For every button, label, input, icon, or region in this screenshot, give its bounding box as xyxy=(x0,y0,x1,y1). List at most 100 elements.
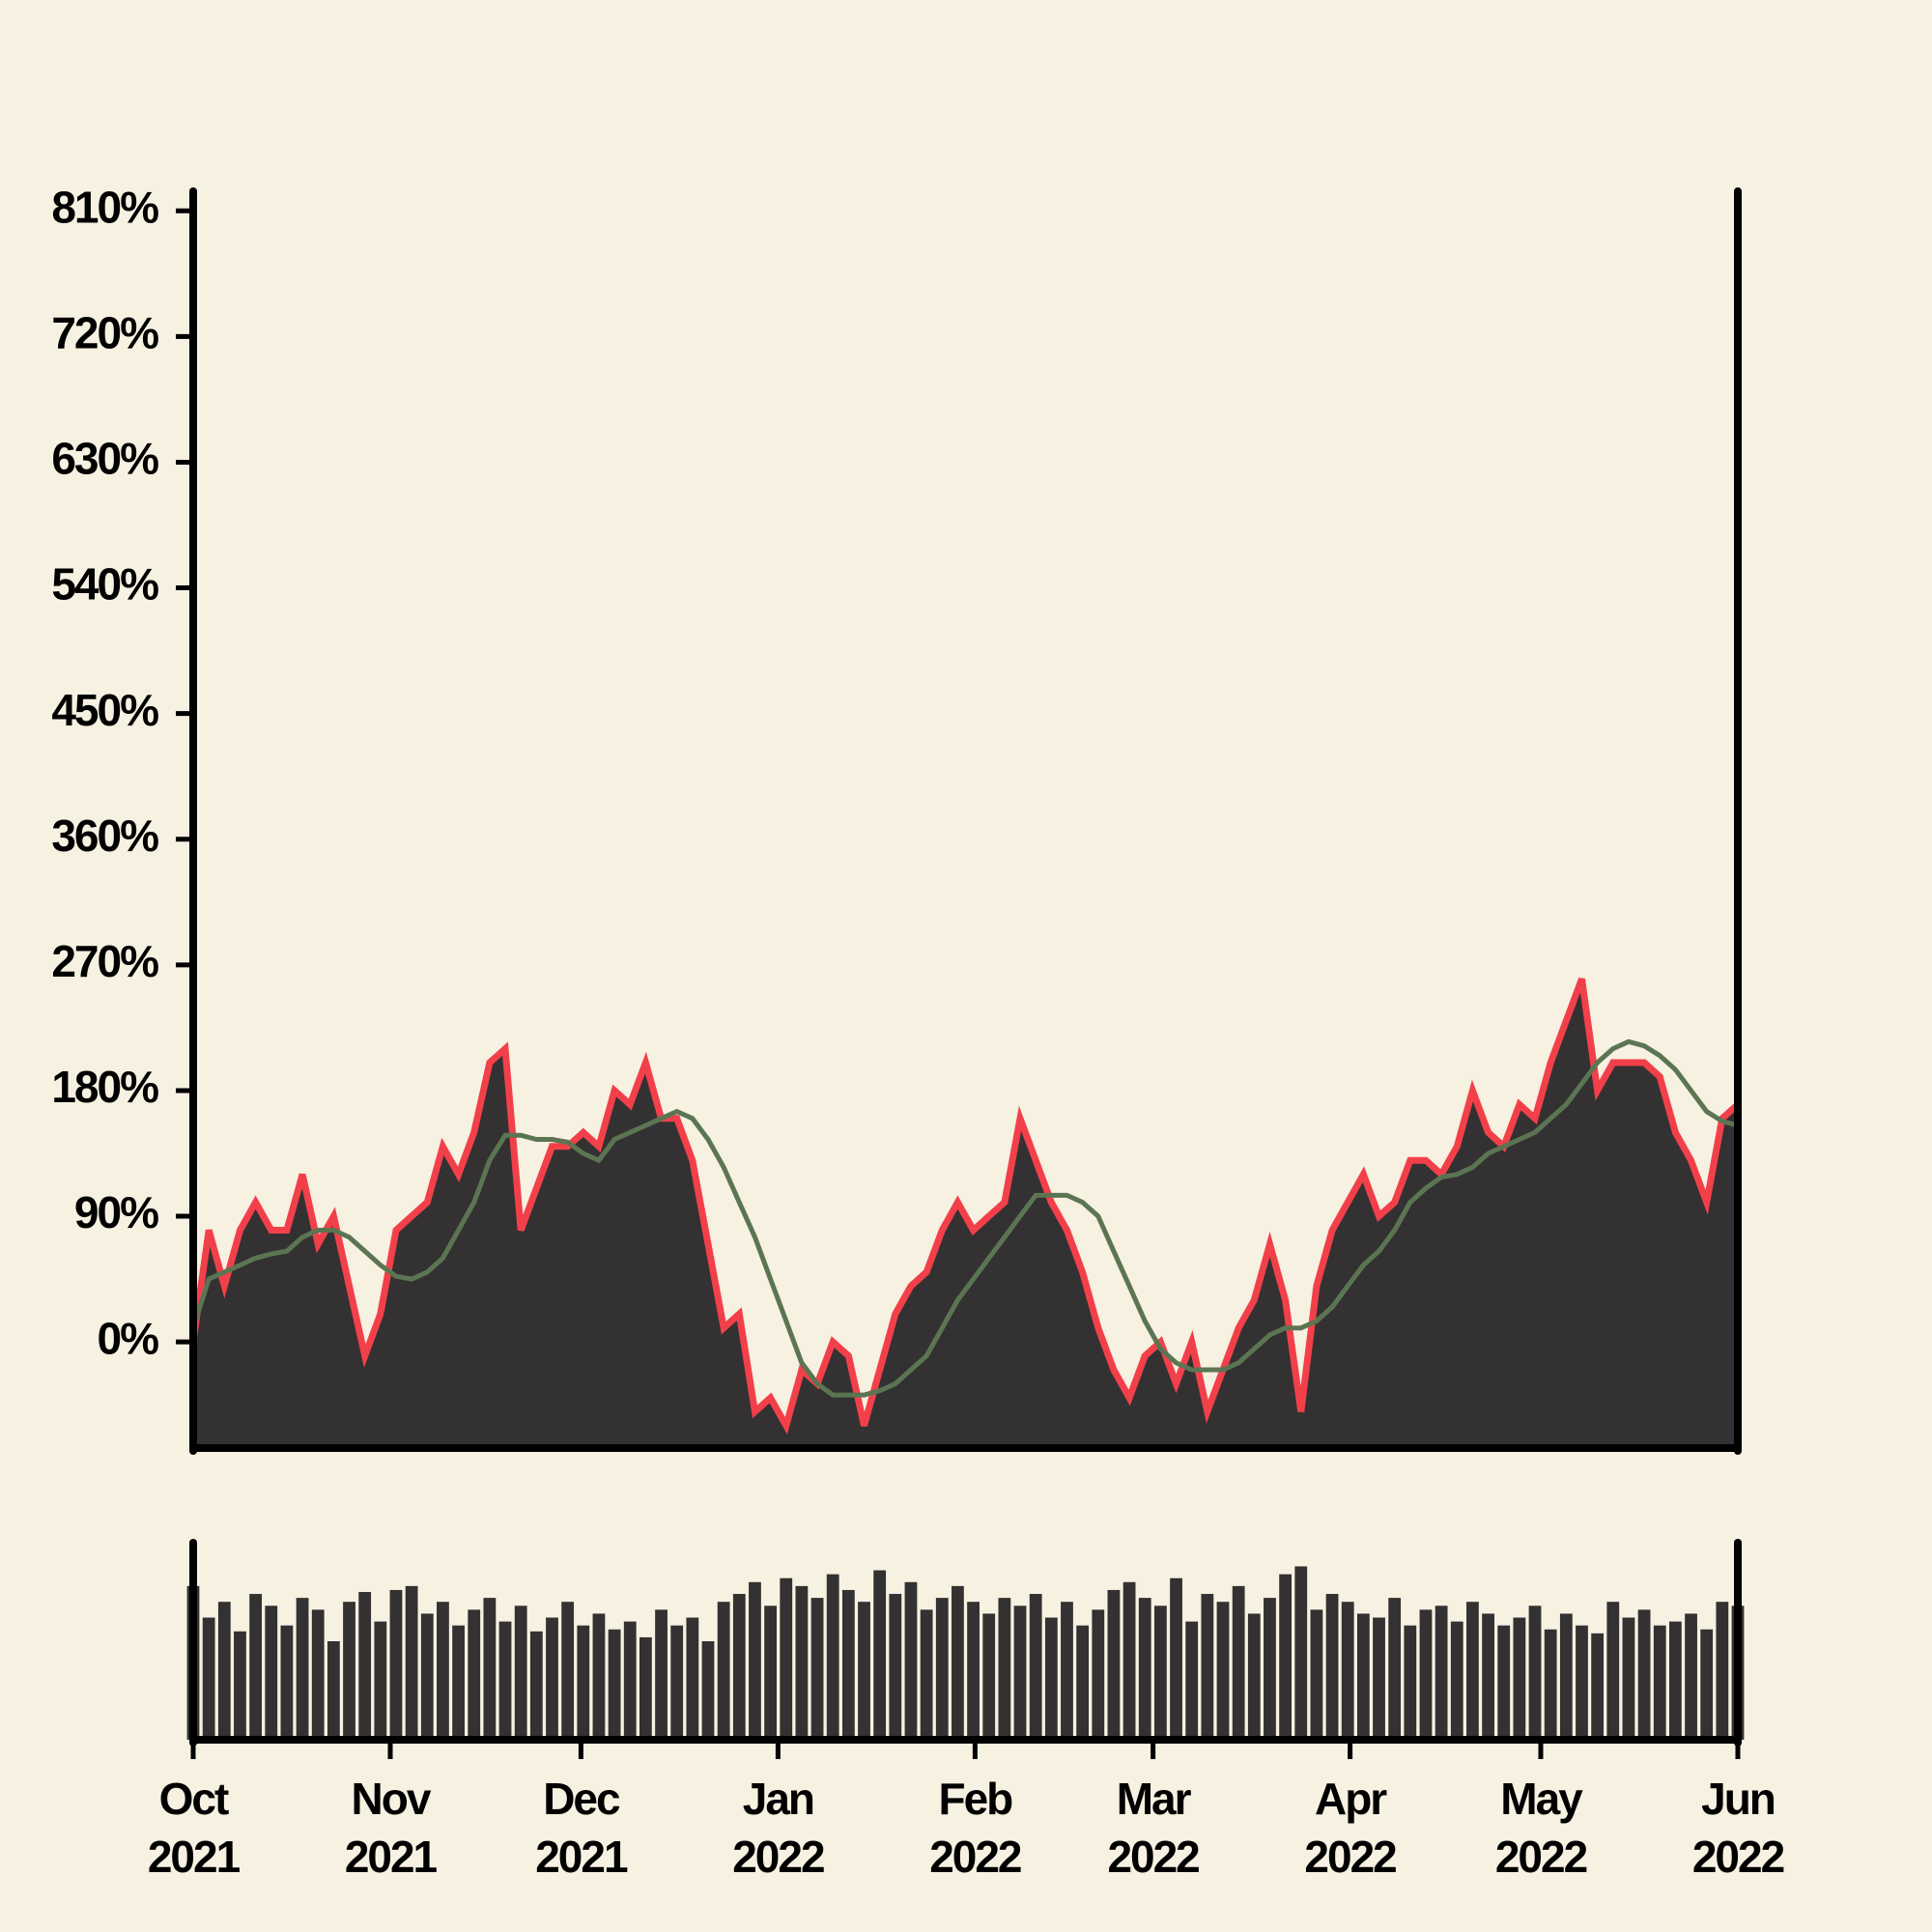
volume-bar xyxy=(1170,1577,1182,1740)
volume-bar xyxy=(1356,1613,1370,1740)
volume-bar xyxy=(498,1621,512,1740)
volume-bar xyxy=(452,1625,465,1740)
y-tick-label: 270% xyxy=(51,936,158,986)
volume-bar xyxy=(234,1631,246,1740)
x-tick-label: May 2022 xyxy=(1495,1774,1587,1882)
volume-bar xyxy=(561,1602,575,1740)
moving-average-line xyxy=(190,1038,1739,1398)
volume-bar xyxy=(982,1613,996,1740)
volume-bar xyxy=(1606,1602,1620,1740)
volume-bar xyxy=(327,1641,340,1740)
volume-bar xyxy=(1061,1602,1073,1740)
volume-bar xyxy=(920,1609,933,1740)
volume-bar xyxy=(795,1585,809,1740)
volume-bar xyxy=(1325,1594,1339,1740)
volume-bar xyxy=(686,1617,699,1740)
volume-bar xyxy=(1404,1625,1417,1740)
x-tick-label-line: 2022 xyxy=(1495,1832,1587,1882)
volume-bar xyxy=(1419,1609,1433,1740)
volume-bar xyxy=(592,1613,606,1740)
volume-bar xyxy=(1044,1617,1058,1740)
volume-bar xyxy=(1264,1598,1276,1740)
volume-bar xyxy=(1373,1617,1385,1740)
volume-bar xyxy=(1450,1621,1463,1740)
x-tick-label-line: 2022 xyxy=(1304,1832,1396,1882)
volume-bar xyxy=(1466,1602,1479,1740)
volume-bar xyxy=(1216,1602,1230,1740)
volume-bar xyxy=(732,1594,746,1740)
volume-bar xyxy=(623,1621,637,1740)
volume-bar xyxy=(1122,1581,1136,1740)
volume-bar xyxy=(935,1598,949,1740)
y-tick-label: 540% xyxy=(51,559,158,610)
volume-bar xyxy=(577,1625,590,1740)
volume-bar xyxy=(1153,1605,1167,1740)
x-tick-label: Apr 2022 xyxy=(1304,1774,1396,1882)
volume-bar xyxy=(1388,1598,1402,1740)
volume-bar xyxy=(1294,1566,1308,1740)
x-tick-label: Mar 2022 xyxy=(1107,1774,1199,1882)
y-tick-label: 180% xyxy=(51,1062,158,1112)
x-tick-label-line: 2021 xyxy=(535,1832,628,1882)
volume-bar xyxy=(904,1581,918,1740)
volume-bar xyxy=(546,1617,558,1740)
volume-bar xyxy=(1247,1613,1261,1740)
volume-bar xyxy=(810,1598,824,1740)
y-tick-label: 720% xyxy=(51,307,158,357)
volume-bar xyxy=(1497,1625,1511,1740)
volume-bar xyxy=(1637,1609,1651,1740)
x-tick-label-line: Jan xyxy=(743,1774,813,1824)
volume-bar xyxy=(389,1589,403,1740)
y-tick-label: 630% xyxy=(51,434,158,484)
volume-bar xyxy=(749,1581,761,1740)
volume-bar xyxy=(265,1605,278,1740)
volume-bar xyxy=(998,1598,1011,1740)
x-tick-label: Feb 2022 xyxy=(929,1774,1021,1882)
x-tick-label-line: Mar xyxy=(1117,1774,1192,1824)
volume-bar xyxy=(514,1605,527,1740)
x-tick-label-line: 2021 xyxy=(345,1832,438,1882)
volume-bar xyxy=(967,1602,980,1740)
volume-bar xyxy=(1107,1589,1121,1740)
volume-bar xyxy=(1544,1629,1557,1740)
volume-bar xyxy=(1576,1625,1588,1740)
volume-bar xyxy=(1716,1602,1729,1740)
volume-bar xyxy=(374,1621,387,1740)
volume-bar xyxy=(1482,1613,1494,1740)
volume-bar xyxy=(437,1602,449,1740)
volume-bar xyxy=(858,1602,870,1740)
volume-bar xyxy=(202,1617,215,1740)
y-tick-label: 360% xyxy=(51,810,158,861)
x-tick-label-line: 2021 xyxy=(148,1832,241,1882)
volume-bar xyxy=(483,1598,497,1740)
volume-bar xyxy=(217,1602,231,1740)
volume-bar xyxy=(1341,1602,1354,1740)
volume-bar xyxy=(529,1631,543,1740)
x-tick-label-line: 2022 xyxy=(732,1832,824,1882)
volume-bar xyxy=(468,1609,481,1740)
volume-bar xyxy=(670,1625,684,1740)
volume-bar xyxy=(873,1570,887,1740)
volume-bar xyxy=(358,1592,372,1740)
volume-bar xyxy=(296,1598,309,1740)
volume-bar xyxy=(1013,1605,1027,1740)
volume-bar xyxy=(1029,1594,1042,1740)
volume-bar xyxy=(1092,1609,1105,1740)
volume-bar xyxy=(1591,1633,1605,1740)
x-tick-label-line: Dec xyxy=(543,1774,620,1824)
volume-bar xyxy=(1622,1617,1635,1740)
volume-bar xyxy=(952,1585,964,1740)
volume-bar xyxy=(280,1625,294,1740)
volume-bar xyxy=(1513,1617,1526,1740)
x-tick-label-line: 2022 xyxy=(1692,1832,1784,1882)
x-tick-label: Oct 2021 xyxy=(148,1774,241,1882)
volume-bar xyxy=(1685,1613,1697,1740)
volume-bar xyxy=(1076,1625,1090,1740)
x-tick-label-line: Feb xyxy=(938,1774,1012,1824)
volume-bar xyxy=(1310,1609,1323,1740)
volume-bar xyxy=(841,1589,855,1740)
y-tick-label: 810% xyxy=(51,182,158,232)
volume-bar xyxy=(655,1609,668,1740)
